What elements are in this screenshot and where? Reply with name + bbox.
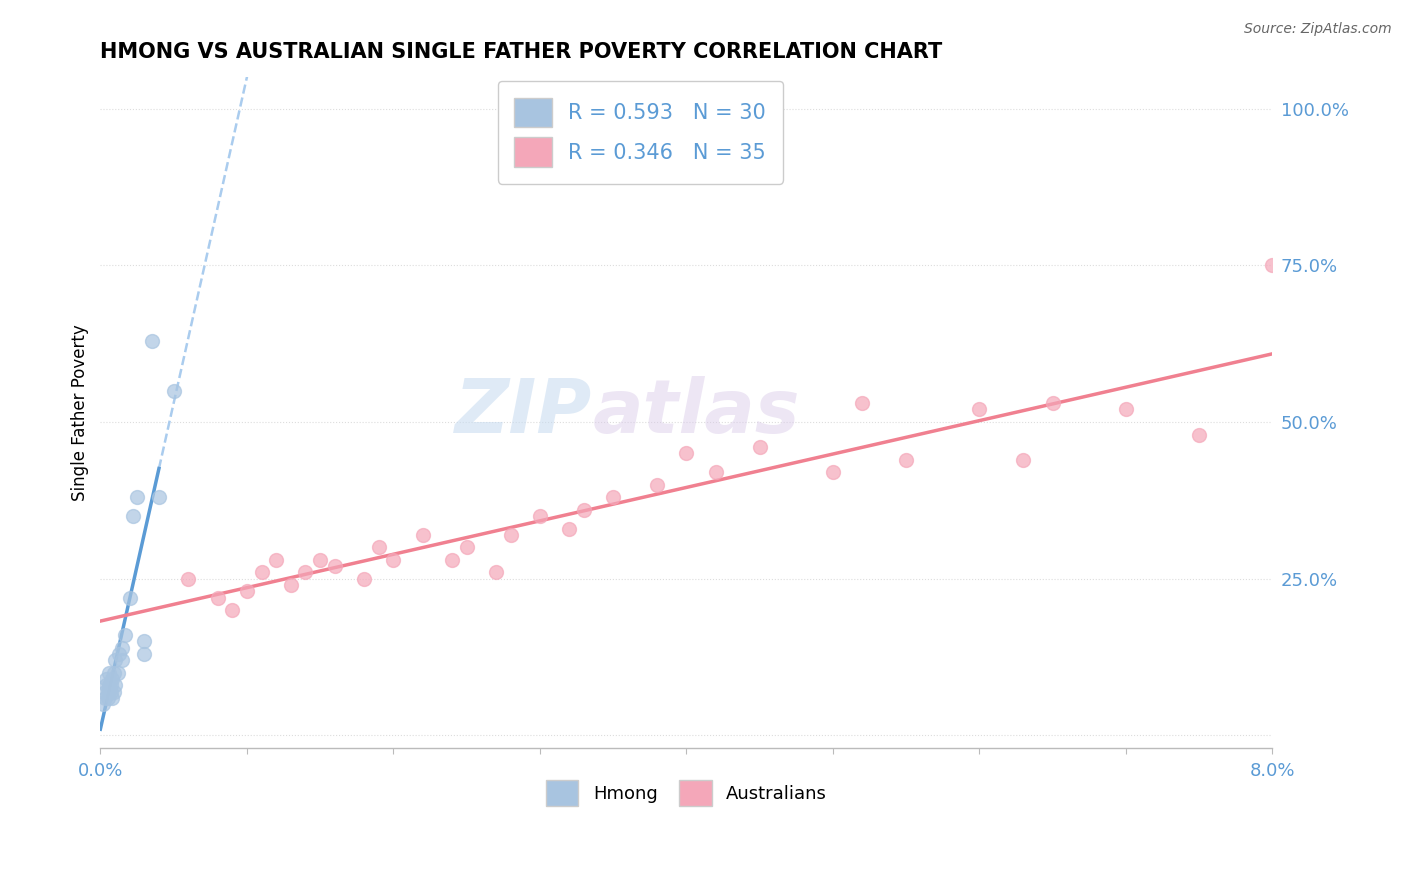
Point bbox=[645, 477, 668, 491]
Point bbox=[100, 684, 122, 698]
Point bbox=[111, 640, 134, 655]
Point bbox=[748, 440, 770, 454]
Point bbox=[236, 584, 259, 599]
Point bbox=[125, 490, 148, 504]
Point bbox=[1261, 258, 1284, 272]
Point bbox=[91, 697, 114, 711]
Point bbox=[280, 578, 302, 592]
Point bbox=[456, 541, 478, 555]
Point bbox=[162, 384, 184, 398]
Point bbox=[177, 572, 200, 586]
Point bbox=[602, 490, 624, 504]
Point bbox=[264, 553, 287, 567]
Text: HMONG VS AUSTRALIAN SINGLE FATHER POVERTY CORRELATION CHART: HMONG VS AUSTRALIAN SINGLE FATHER POVERT… bbox=[100, 42, 942, 62]
Point bbox=[104, 653, 127, 667]
Point bbox=[98, 665, 121, 680]
Point bbox=[1042, 396, 1064, 410]
Y-axis label: Single Father Poverty: Single Father Poverty bbox=[72, 325, 89, 501]
Point bbox=[98, 678, 121, 692]
Point bbox=[134, 634, 156, 648]
Point bbox=[207, 591, 229, 605]
Text: atlas: atlas bbox=[593, 376, 800, 449]
Point bbox=[221, 603, 243, 617]
Point bbox=[148, 490, 170, 504]
Point bbox=[100, 678, 122, 692]
Point bbox=[114, 628, 136, 642]
Point bbox=[529, 509, 551, 524]
Text: Source: ZipAtlas.com: Source: ZipAtlas.com bbox=[1244, 22, 1392, 37]
Point bbox=[134, 647, 156, 661]
Point bbox=[1188, 427, 1211, 442]
Text: ZIP: ZIP bbox=[456, 376, 593, 449]
Point bbox=[309, 553, 332, 567]
Point bbox=[118, 591, 141, 605]
Point bbox=[440, 553, 463, 567]
Point bbox=[97, 690, 120, 705]
Point bbox=[96, 672, 118, 686]
Point bbox=[969, 402, 991, 417]
Point bbox=[485, 566, 508, 580]
Point bbox=[121, 509, 143, 524]
Point bbox=[821, 465, 844, 479]
Point bbox=[675, 446, 697, 460]
Point bbox=[108, 647, 131, 661]
Point bbox=[97, 684, 120, 698]
Point bbox=[104, 678, 127, 692]
Point bbox=[101, 690, 124, 705]
Point bbox=[572, 503, 595, 517]
Point bbox=[353, 572, 375, 586]
Point bbox=[851, 396, 873, 410]
Point bbox=[96, 678, 118, 692]
Point bbox=[294, 566, 316, 580]
Point bbox=[250, 566, 273, 580]
Point bbox=[704, 465, 727, 479]
Point bbox=[558, 522, 581, 536]
Point bbox=[103, 684, 125, 698]
Point bbox=[101, 672, 124, 686]
Legend: Hmong, Australians: Hmong, Australians bbox=[538, 772, 834, 813]
Point bbox=[499, 528, 522, 542]
Point bbox=[93, 690, 115, 705]
Point bbox=[107, 665, 129, 680]
Point bbox=[412, 528, 434, 542]
Point bbox=[93, 684, 115, 698]
Point bbox=[323, 559, 346, 574]
Point bbox=[896, 452, 918, 467]
Point bbox=[382, 553, 405, 567]
Point bbox=[1115, 402, 1137, 417]
Point bbox=[111, 653, 134, 667]
Point bbox=[367, 541, 389, 555]
Point bbox=[103, 665, 125, 680]
Point bbox=[141, 334, 163, 348]
Point bbox=[1012, 452, 1035, 467]
